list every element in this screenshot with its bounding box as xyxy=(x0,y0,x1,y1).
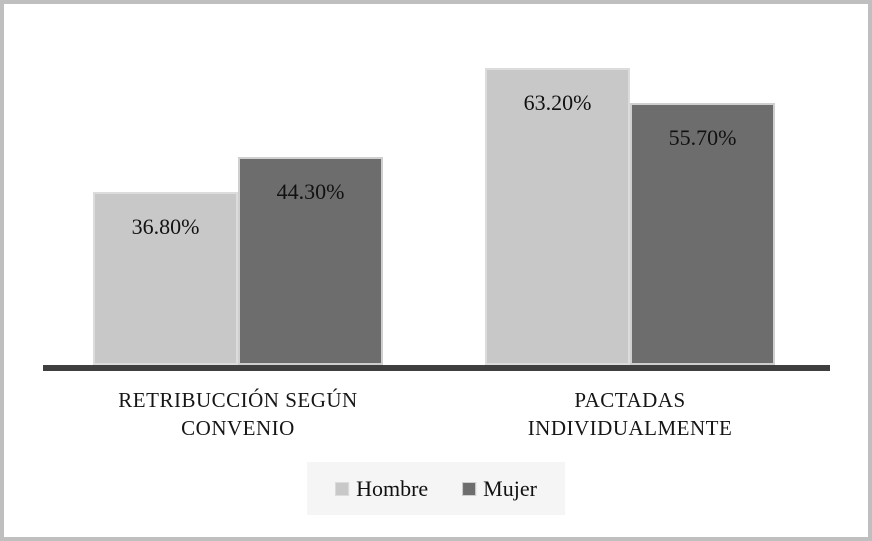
legend-label: Hombre xyxy=(356,475,429,501)
legend-item-hombre: Hombre xyxy=(335,476,428,502)
bar-hombre-category-1: 36.80% xyxy=(93,192,238,365)
category-label-line: PACTADAS xyxy=(574,388,686,412)
legend-swatch-icon xyxy=(335,481,350,496)
category-label-2: PACTADAS INDIVIDUALMENTE xyxy=(410,386,850,442)
category-label-line: CONVENIO xyxy=(181,416,295,440)
category-label-line: RETRIBUCCIÓN SEGÚN xyxy=(118,388,358,412)
legend: Hombre Mujer xyxy=(307,462,565,515)
category-label-1: RETRIBUCCIÓN SEGÚN CONVENIO xyxy=(18,386,458,442)
legend-item-mujer: Mujer xyxy=(462,476,537,502)
bar-value-label: 44.30% xyxy=(276,179,345,204)
legend-label: Mujer xyxy=(483,475,537,501)
x-axis-line xyxy=(43,365,830,371)
bar-value-label: 36.80% xyxy=(131,214,200,239)
bar-value-label: 63.20% xyxy=(523,90,592,115)
legend-swatch-icon xyxy=(462,481,477,496)
bar-mujer-category-2: 55.70% xyxy=(630,103,775,365)
category-label-line: INDIVIDUALMENTE xyxy=(527,416,733,440)
bar-mujer-category-1: 44.30% xyxy=(238,157,383,365)
bar-value-label: 55.70% xyxy=(668,125,737,150)
bar-hombre-category-2: 63.20% xyxy=(485,68,630,365)
